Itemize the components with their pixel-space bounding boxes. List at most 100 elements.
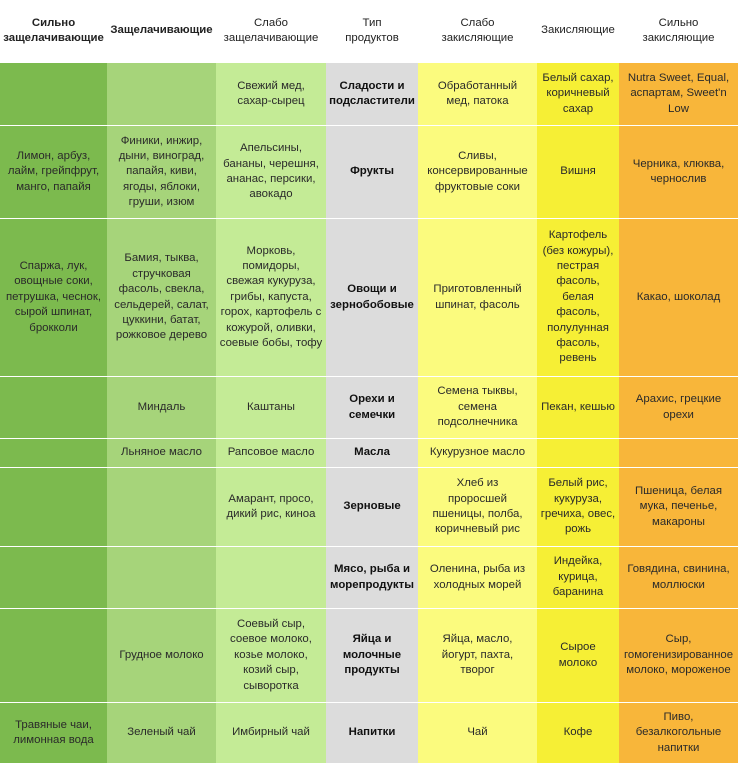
acidic-cell: Сырое молоко [537,609,619,702]
product-type-cell: Напитки [326,703,418,763]
acidic-cell: Индейка, курица, баранина [537,547,619,608]
header-alkaline: Защелачивающие [107,0,216,62]
weak-alkaline-cell: Имбирный чай [216,703,326,763]
alkaline-cell: Зеленый чай [107,703,216,763]
cell-text: Белый рис, кукуруза, гречиха, овес, рожь [540,477,616,536]
alkaline-cell [107,468,216,546]
cell-text: Nutra Sweet, Equal, аспартам, Sweet'n Lo… [627,71,730,115]
weak-acidic-cell: Чай [418,703,537,763]
cell-text: Кукурузное масло [429,446,526,459]
acidic-cell: Кофе [537,703,619,763]
cell-text: Каштаны [246,400,295,413]
weak-acidic-cell: Обработанный мед, патока [418,63,537,125]
cell-text: Апельсины, бананы, черешня, ананас, перс… [223,142,319,201]
weak-alkaline-cell: Рапсовое масло [216,439,326,467]
header-strong-alkaline: Сильно защелачивающие [0,0,107,62]
weak-alkaline-cell: Каштаны [216,377,326,438]
cell-text: Орехи и семечки [348,393,396,421]
strong-acidic-cell: Какао, шоколад [619,219,738,376]
cell-text: Индейка, курица, баранина [552,555,604,599]
cell-text: Зеленый чай [127,726,196,739]
weak-acidic-cell: Кукурузное масло [418,439,537,467]
cell-text: Бамия, тыква, стручковая фасоль, свекла,… [114,252,209,342]
cell-text: Зерновые [343,500,401,513]
product-type-cell: Мясо, рыба и морепродукты [326,547,418,608]
strong-acidic-cell: Арахис, грецкие орехи [619,377,738,438]
strong-alkaline-cell [0,439,107,467]
acidic-cell [537,439,619,467]
cell-text: Чай [467,726,488,739]
cell-text: Имбирный чай [232,726,310,739]
cell-text: Хлеб из проросшей пшеницы, полба, коричн… [432,477,523,536]
cell-text: Мясо, рыба и морепродукты [330,563,414,591]
cell-text: Лимон, арбуз, лайм, грейпфрут, манго, па… [7,149,100,193]
strong-acidic-cell: Nutra Sweet, Equal, аспартам, Sweet'n Lo… [619,63,738,125]
weak-alkaline-cell [216,547,326,608]
weak-acidic-cell: Хлеб из проросшей пшеницы, полба, коричн… [418,468,537,546]
cell-text: Семена тыквы, семена подсолнечника [437,385,518,429]
strong-acidic-cell: Сыр, гомогенизированное молоко, морожено… [619,609,738,702]
alkaline-cell: Бамия, тыква, стручковая фасоль, свекла,… [107,219,216,376]
strong-alkaline-cell [0,468,107,546]
cell-text: Соевый сыр, соевое молоко, козье молоко,… [230,618,312,692]
strong-alkaline-cell: Спаржа, лук, овощные соки, петрушка, чес… [0,219,107,376]
strong-alkaline-cell: Травяные чаи, лимонная вода [0,703,107,763]
product-type-cell: Зерновые [326,468,418,546]
weak-acidic-cell: Семена тыквы, семена подсолнечника [418,377,537,438]
cell-text: Свежий мед, сахар-сырец [237,79,305,107]
cell-text: Овощи и зернобобовые [330,283,414,311]
product-type-cell: Орехи и семечки [326,377,418,438]
strong-alkaline-cell [0,609,107,702]
strong-acidic-cell: Черника, клюква, чернослив [619,126,738,218]
cell-text: Рапсовое масло [227,446,315,459]
cell-text: Яйца, масло, йогурт, пахта, творог [441,633,514,677]
acidic-cell: Картофель (без кожуры), пестрая фасоль, … [537,219,619,376]
header-weak-acidic: Слабо закисляющие [418,0,537,62]
cell-text: Вишня [560,165,596,178]
acidic-cell: Пекан, кешью [537,377,619,438]
cell-text: Грудное молоко [119,648,204,661]
weak-acidic-cell: Оленина, рыба из холодных морей [418,547,537,608]
cell-text: Льняное масло [121,446,202,459]
cell-text: Масла [354,446,390,459]
header-product-type: Тип продуктов [326,0,418,62]
strong-acidic-cell: Пиво, безалкогольные напитки [619,703,738,763]
cell-text: Финики, инжир, дыни, виноград, папайя, к… [118,134,205,209]
cell-text: Приготовленный шпинат, фасоль [433,283,522,311]
cell-text: Сыр, гомогенизированное молоко, морожено… [623,633,734,677]
strong-alkaline-cell: Лимон, арбуз, лайм, грейпфрут, манго, па… [0,126,107,218]
cell-text: Фрукты [350,165,394,178]
cell-text: Травяные чаи, лимонная вода [13,718,94,746]
product-type-cell: Фрукты [326,126,418,218]
header-strong-acidic: Сильно закисляющие [619,0,738,62]
cell-text: Какао, шоколад [636,290,721,303]
alkaline-cell: Финики, инжир, дыни, виноград, папайя, к… [107,126,216,218]
weak-alkaline-cell: Апельсины, бананы, черешня, ананас, перс… [216,126,326,218]
alkaline-cell: Грудное молоко [107,609,216,702]
cell-text: Миндаль [137,400,186,413]
cell-text: Обработанный мед, патока [437,79,518,107]
cell-text: Сладости и подсластители [329,79,415,107]
header-acidic: Закисляющие [537,0,619,62]
weak-acidic-cell: Яйца, масло, йогурт, пахта, творог [418,609,537,702]
product-type-cell: Овощи и зернобобовые [326,219,418,376]
weak-alkaline-cell: Морковь, помидоры, свежая кукуруза, гриб… [216,219,326,376]
acidic-cell: Белый рис, кукуруза, гречиха, овес, рожь [537,468,619,546]
product-type-cell: Сладости и подсластители [326,63,418,125]
cell-text: Сливы, консервированные фруктовые соки [427,149,528,193]
cell-text: Амарант, просо, дикий рис, киноа [226,492,316,520]
cell-text: Пшеница, белая мука, печенье, макароны [634,484,722,528]
product-type-cell: Масла [326,439,418,467]
cell-text: Черника, клюква, чернослив [632,157,725,185]
strong-acidic-cell [619,439,738,467]
cell-text: Пекан, кешью [541,400,615,413]
product-type-cell: Яйца и молочные продукты [326,609,418,702]
cell-text: Кофе [563,726,593,739]
cell-text: Пиво, безалкогольные напитки [635,710,722,754]
weak-acidic-cell: Сливы, консервированные фруктовые соки [418,126,537,218]
strong-acidic-cell: Пшеница, белая мука, печенье, макароны [619,468,738,546]
header-weak-alkaline: Слабо защелачивающие [216,0,326,62]
weak-alkaline-cell: Свежий мед, сахар-сырец [216,63,326,125]
cell-text: Картофель (без кожуры), пестрая фасоль, … [542,229,614,365]
